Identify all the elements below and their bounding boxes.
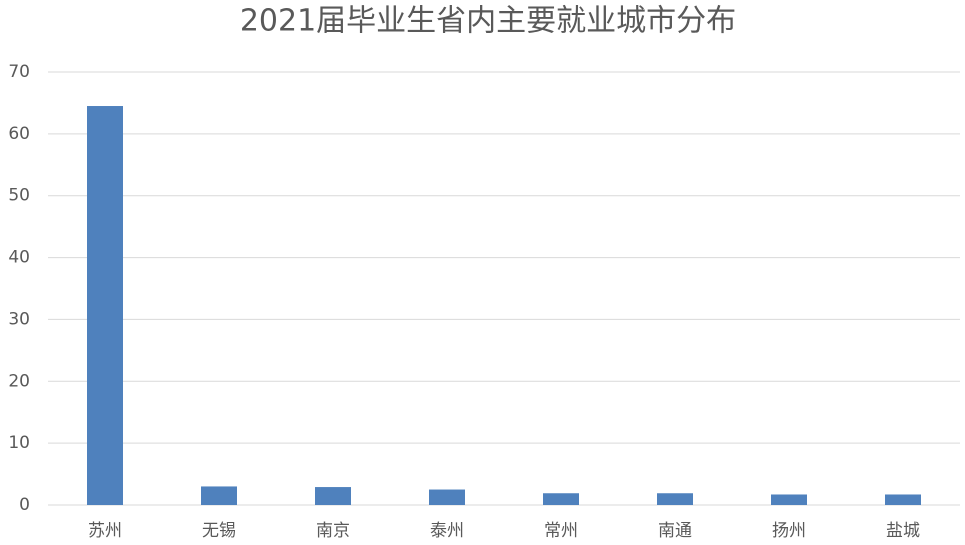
bar [771,494,807,505]
x-tick-label: 苏州 [88,521,122,541]
bar [429,489,465,505]
bar [543,493,579,505]
y-tick-label: 60 [8,124,30,144]
y-tick-label: 10 [8,433,30,453]
chart-title: 2021届毕业生省内主要就业城市分布 [240,4,736,39]
x-tick-label: 盐城 [886,521,920,541]
bar [657,493,693,505]
x-tick-label: 无锡 [202,521,236,541]
bar [87,106,123,506]
bar [315,487,351,505]
bar [885,494,921,505]
x-tick-label: 南通 [658,521,692,541]
y-tick-label: 40 [8,248,30,268]
y-tick-label: 0 [19,495,30,515]
bar [201,486,237,505]
x-tick-label: 常州 [544,521,578,541]
y-tick-label: 50 [8,186,30,206]
x-tick-label: 扬州 [772,521,806,541]
x-tick-label: 南京 [316,521,350,541]
y-tick-label: 70 [8,62,30,82]
y-tick-label: 20 [8,371,30,391]
y-tick-label: 30 [8,309,30,329]
x-tick-label: 泰州 [430,521,464,541]
